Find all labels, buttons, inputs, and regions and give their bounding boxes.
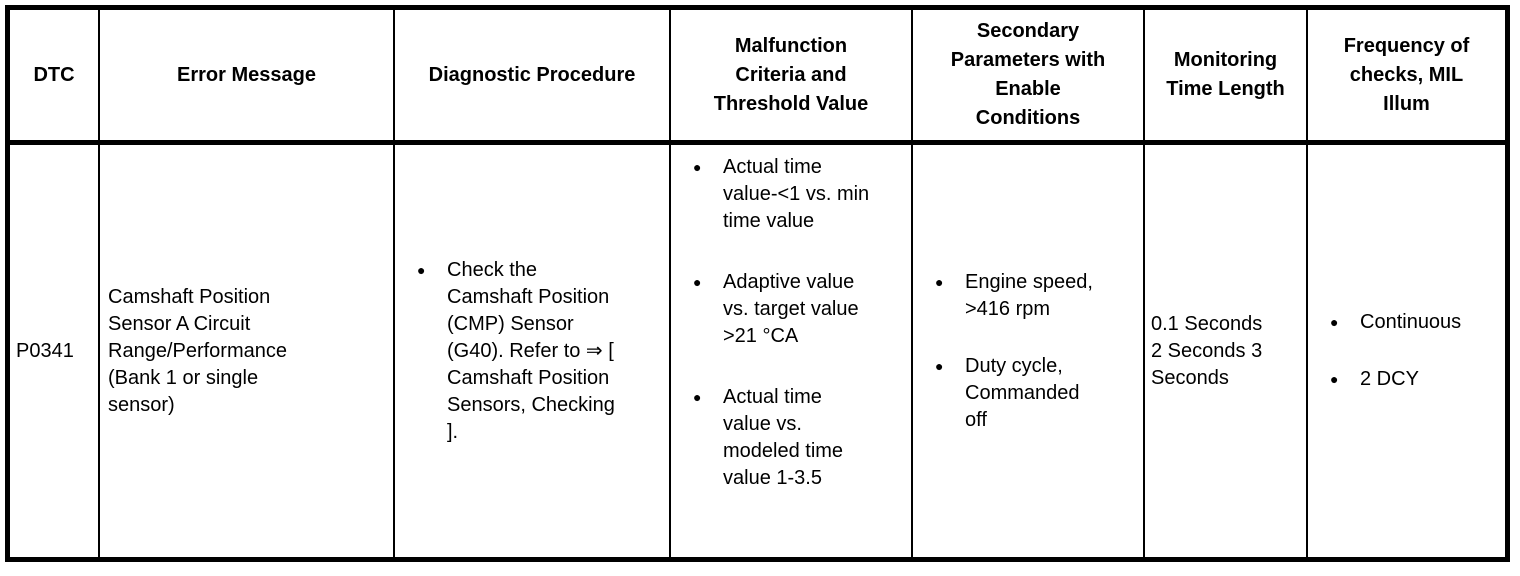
header-cell-secondary-parameters: Secondary Parameters with Enable Conditi…: [913, 10, 1145, 145]
bullet-item: ● Continuous: [1330, 309, 1501, 336]
bullet-item-text: Actual time value-<1 vs. min time value: [723, 156, 870, 232]
bullet-item-text: Check the Camshaft Position (CMP) Sensor…: [447, 258, 615, 443]
header-label-error-message: Error Message: [177, 63, 316, 86]
bullet-item: ● Check the Camshaft Position (CMP) Senso…: [417, 257, 665, 446]
cell-malfunction-criteria: ● Actual time value-<1 vs. min time value…: [671, 145, 913, 557]
bullet-item: ● Actual time value-<1 vs. min time value: [693, 154, 907, 235]
cell-diagnostic-procedure: ● Check the Camshaft Position (CMP) Senso…: [395, 145, 671, 557]
header-cell-diagnostic-procedure: Diagnostic Procedure: [395, 10, 671, 145]
cell-dtc-code: P0341: [10, 145, 100, 557]
bullet-icon: ●: [693, 389, 702, 405]
bullet-item: ● Actual time value vs. modeled time valu…: [693, 384, 907, 492]
bullet-item-text: Engine speed, >416 rpm: [965, 270, 1093, 320]
header-cell-dtc: DTC: [10, 10, 100, 145]
bullet-item-text: Actual time value vs. modeled time value…: [723, 386, 844, 489]
header-cell-frequency: Frequency of checks, MIL Illum: [1308, 10, 1505, 145]
header-label-secondary-parameters: Secondary Parameters with Enable Conditi…: [950, 20, 1106, 129]
dtc-code: P0341: [16, 339, 74, 362]
bullet-item: ● 2 DCY: [1330, 366, 1501, 393]
header-label-frequency: Frequency of checks, MIL Illum: [1343, 34, 1470, 115]
bullet-item: ● Engine speed, >416 rpm: [935, 269, 1139, 323]
header-label-malfunction-criteria: Malfunction Criteria and Threshold Value: [713, 34, 869, 115]
bullet-item-text: Adaptive value vs. target value >21 °CA: [723, 271, 859, 347]
cell-monitoring-time: 0.1 Seconds 2 Seconds 3 Seconds: [1145, 145, 1308, 557]
header-cell-monitoring-time: Monitoring Time Length: [1145, 10, 1308, 145]
bullet-item-text: Duty cycle, Commanded off: [965, 354, 1080, 431]
header-label-dtc: DTC: [33, 63, 75, 86]
bullet-icon: ●: [417, 261, 426, 278]
bullet-item: ● Adaptive value vs. target value >21 °CA: [693, 269, 907, 350]
cell-secondary-parameters: ● Engine speed, >416 rpm ● Duty cycle, Comm…: [913, 145, 1145, 557]
bullet-icon: ●: [1330, 371, 1339, 387]
header-cell-error-message: Error Message: [100, 10, 395, 145]
bullet-icon: ●: [693, 159, 702, 175]
cell-frequency-of-checks: ● Continuous ● 2 DCY: [1308, 145, 1505, 557]
header-cell-malfunction-criteria: Malfunction Criteria and Threshold Value: [671, 10, 913, 145]
error-message-text: Camshaft Position Sensor A Circuit Range…: [108, 285, 287, 416]
header-label-monitoring-time: Monitoring Time Length: [1166, 49, 1285, 100]
bullet-icon: ●: [1330, 314, 1339, 330]
bullet-item-text: 2 DCY: [1360, 368, 1419, 390]
dtc-diagnostic-table: DTC Error Message Diagnostic Procedure M…: [5, 5, 1510, 562]
bullet-icon: ●: [935, 357, 944, 374]
bullet-item: ● Duty cycle, Commanded off: [935, 353, 1139, 434]
header-label-diagnostic-procedure: Diagnostic Procedure: [428, 63, 636, 86]
bullet-icon: ●: [693, 274, 702, 290]
bullet-item-text: Continuous: [1360, 311, 1462, 333]
bullet-icon: ●: [935, 273, 944, 290]
cell-error-message: Camshaft Position Sensor A Circuit Range…: [100, 145, 395, 557]
monitoring-time-text: 0.1 Seconds 2 Seconds 3 Seconds: [1151, 312, 1263, 389]
